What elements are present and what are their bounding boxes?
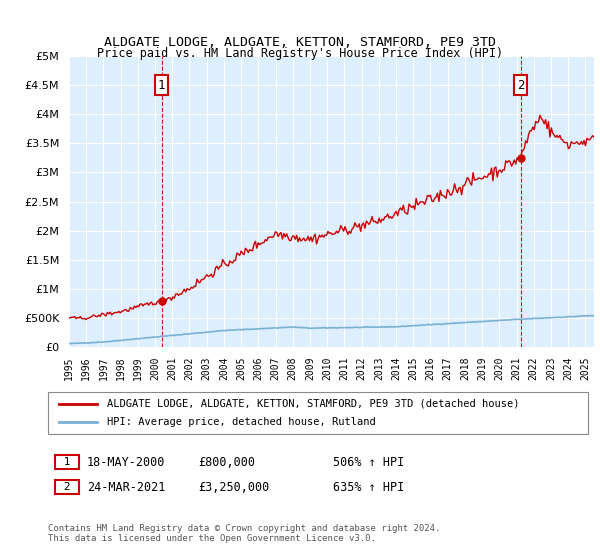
Text: 1: 1 <box>57 457 77 467</box>
Text: 24-MAR-2021: 24-MAR-2021 <box>87 480 166 494</box>
Text: ALDGATE LODGE, ALDGATE, KETTON, STAMFORD, PE9 3TD: ALDGATE LODGE, ALDGATE, KETTON, STAMFORD… <box>104 35 496 49</box>
Text: 1: 1 <box>158 78 166 92</box>
FancyBboxPatch shape <box>48 392 588 434</box>
Text: 2: 2 <box>57 482 77 492</box>
Text: 2: 2 <box>517 78 524 92</box>
Text: £3,250,000: £3,250,000 <box>198 480 269 494</box>
Text: Contains HM Land Registry data © Crown copyright and database right 2024.
This d: Contains HM Land Registry data © Crown c… <box>48 524 440 543</box>
Text: 635% ↑ HPI: 635% ↑ HPI <box>333 480 404 494</box>
Text: HPI: Average price, detached house, Rutland: HPI: Average price, detached house, Rutl… <box>107 417 376 427</box>
Text: ALDGATE LODGE, ALDGATE, KETTON, STAMFORD, PE9 3TD (detached house): ALDGATE LODGE, ALDGATE, KETTON, STAMFORD… <box>107 399 520 409</box>
Text: £800,000: £800,000 <box>198 455 255 469</box>
Text: 18-MAY-2000: 18-MAY-2000 <box>87 455 166 469</box>
Text: Price paid vs. HM Land Registry's House Price Index (HPI): Price paid vs. HM Land Registry's House … <box>97 46 503 60</box>
Text: 506% ↑ HPI: 506% ↑ HPI <box>333 455 404 469</box>
